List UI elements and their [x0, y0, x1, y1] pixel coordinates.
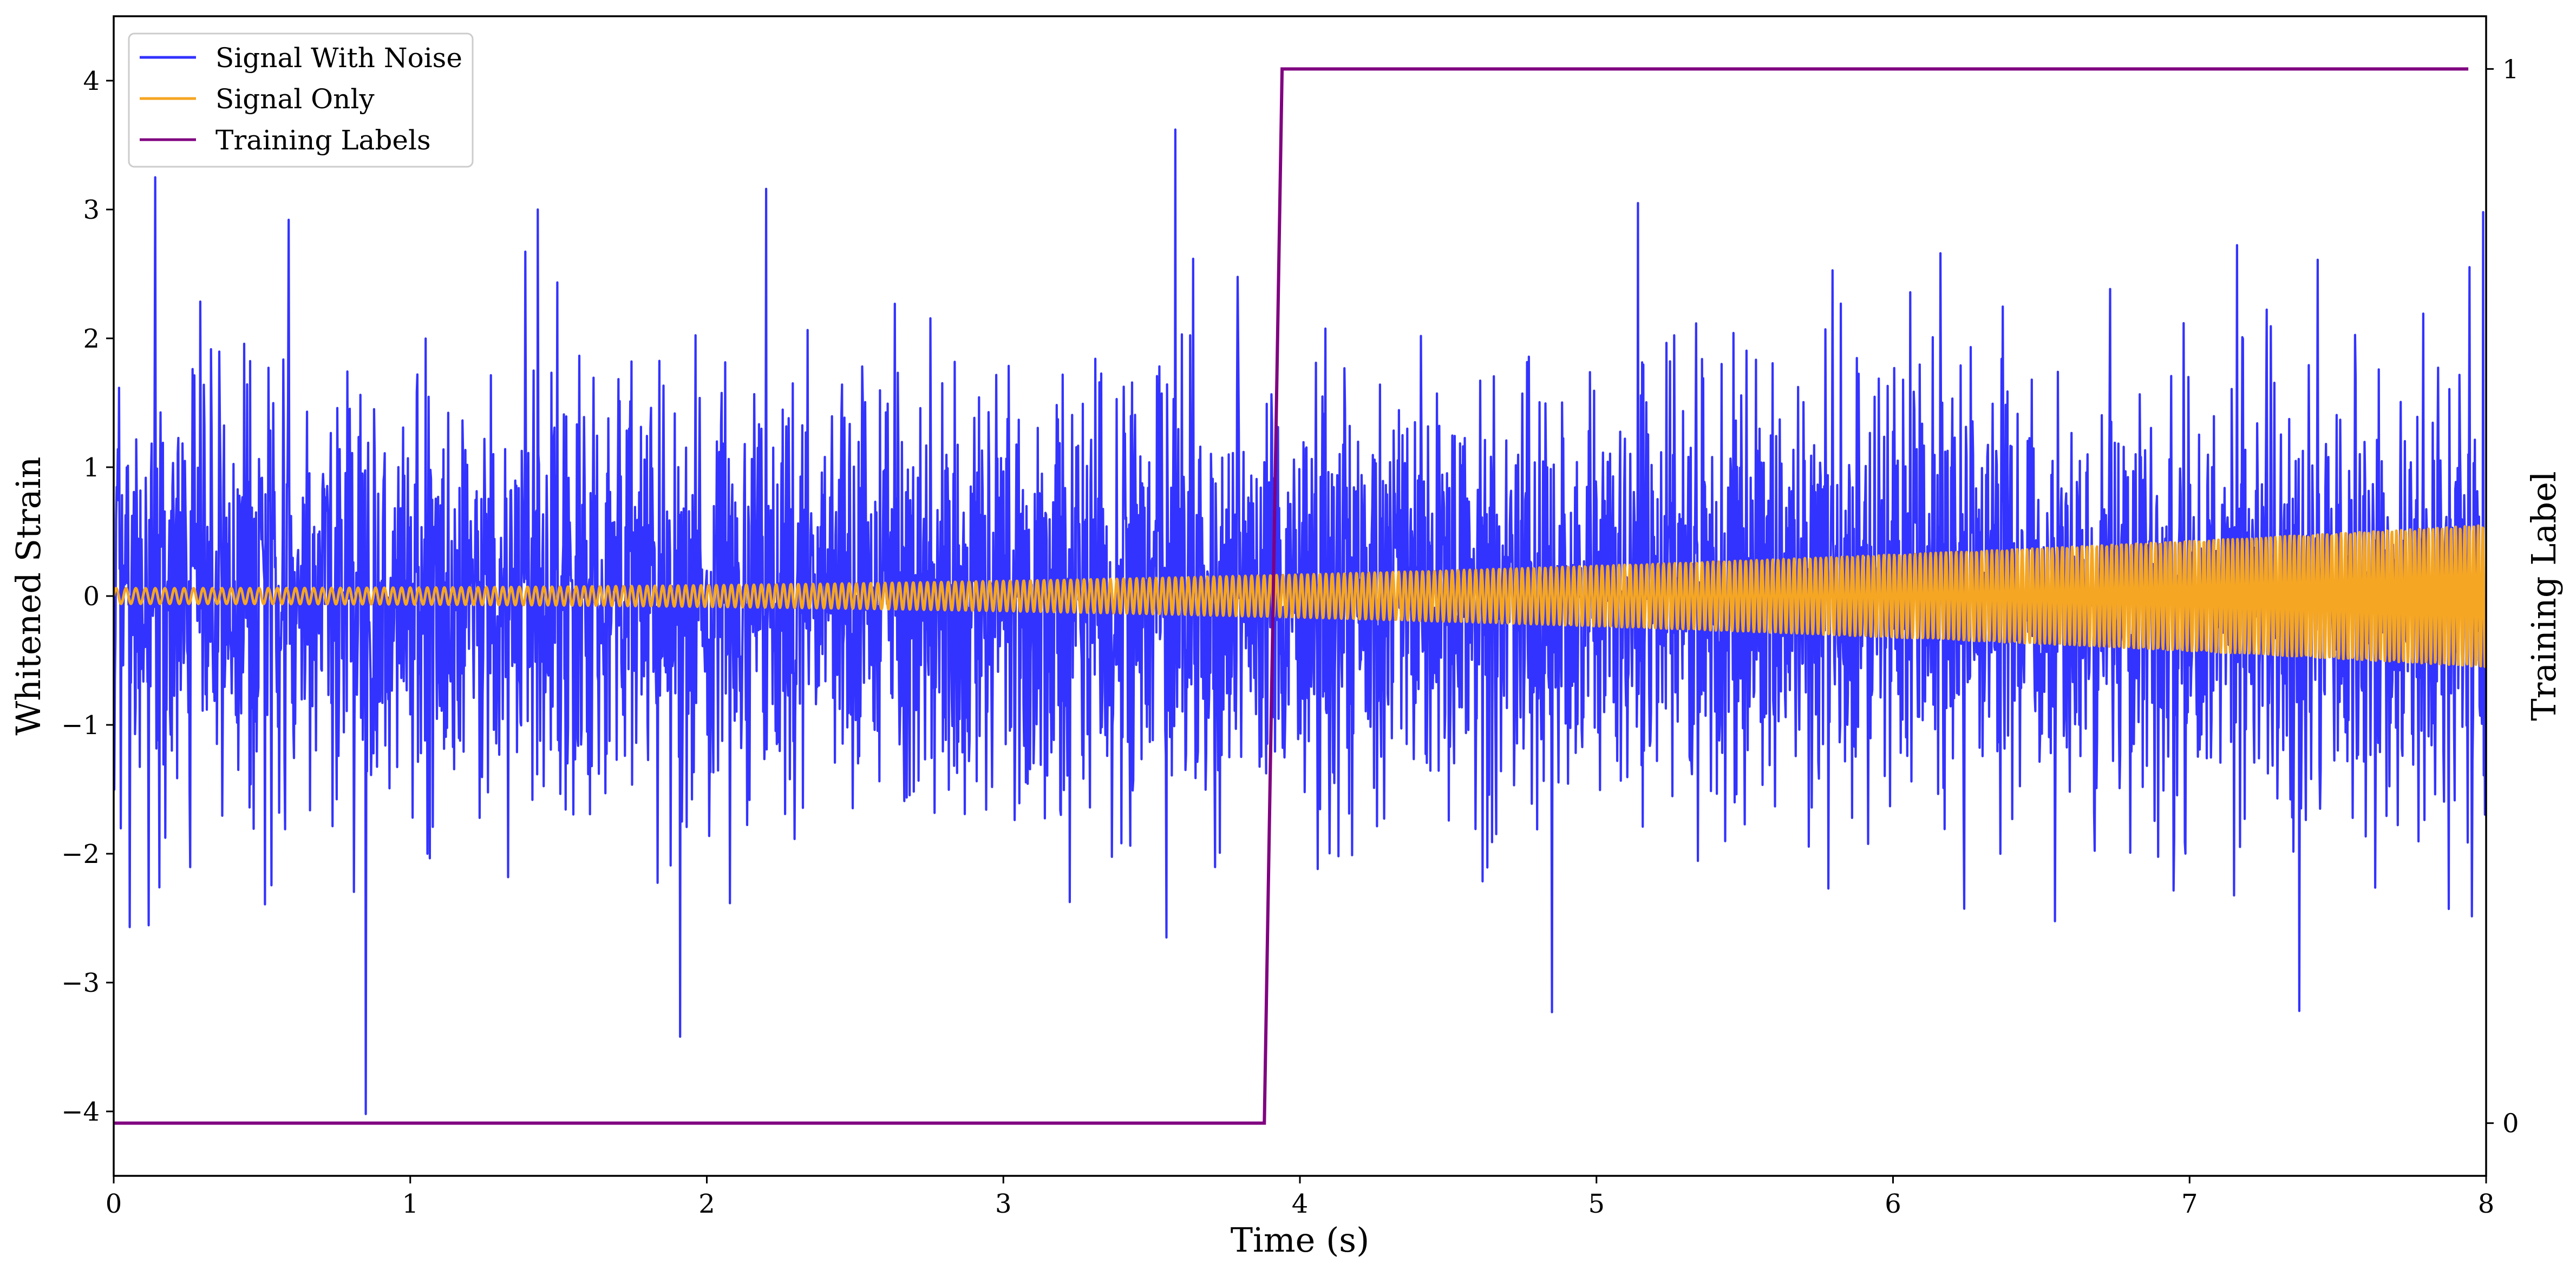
x-tick-label: 8 — [2478, 1189, 2495, 1219]
y2-axis-label: Training Label — [2524, 471, 2564, 721]
x-tick-label: 2 — [698, 1189, 715, 1219]
x-tick-label: 4 — [1292, 1189, 1309, 1219]
y-tick-label: −2 — [61, 839, 100, 869]
x-tick-label: 1 — [402, 1189, 419, 1219]
y2-tick-label: 0 — [2502, 1109, 2519, 1139]
legend-label-signal-with-noise: Signal With Noise — [215, 42, 462, 74]
y-axis-label: Whitened Strain — [9, 457, 48, 736]
ticks-layer: 0 1 2 3 4 5 6 7 8 −4 −3 −2 −1 0 1 2 3 4 0 1 — [61, 54, 2519, 1219]
y2-tick-label: 1 — [2502, 54, 2519, 84]
y-tick-label: 1 — [83, 453, 100, 483]
x-tick-label: 3 — [995, 1189, 1012, 1219]
legend-label-signal-only: Signal Only — [215, 83, 375, 115]
legend: Signal With Noise Signal Only Training L… — [128, 32, 474, 168]
y-tick-label: 3 — [83, 195, 100, 225]
legend-frame — [128, 32, 474, 168]
x-axis-label: Time (s) — [1231, 1220, 1370, 1260]
y-tick-label: −3 — [61, 968, 100, 998]
x-tick-label: 5 — [1588, 1189, 1605, 1219]
y-tick-label: −4 — [61, 1097, 100, 1127]
y-tick-label: 4 — [83, 66, 100, 96]
x-tick-label: 7 — [2181, 1189, 2198, 1219]
y-tick-label: 2 — [83, 324, 100, 354]
series-signal-only — [114, 524, 2486, 668]
series-layer — [114, 67, 2486, 1125]
series-training-labels — [114, 67, 2469, 1125]
x-tick-label: 6 — [1885, 1189, 1901, 1219]
y-tick-label: 0 — [83, 581, 100, 612]
y-tick-label: −1 — [61, 710, 100, 741]
legend-label-training-labels: Training Labels — [215, 125, 431, 156]
x-tick-label: 0 — [106, 1189, 122, 1219]
